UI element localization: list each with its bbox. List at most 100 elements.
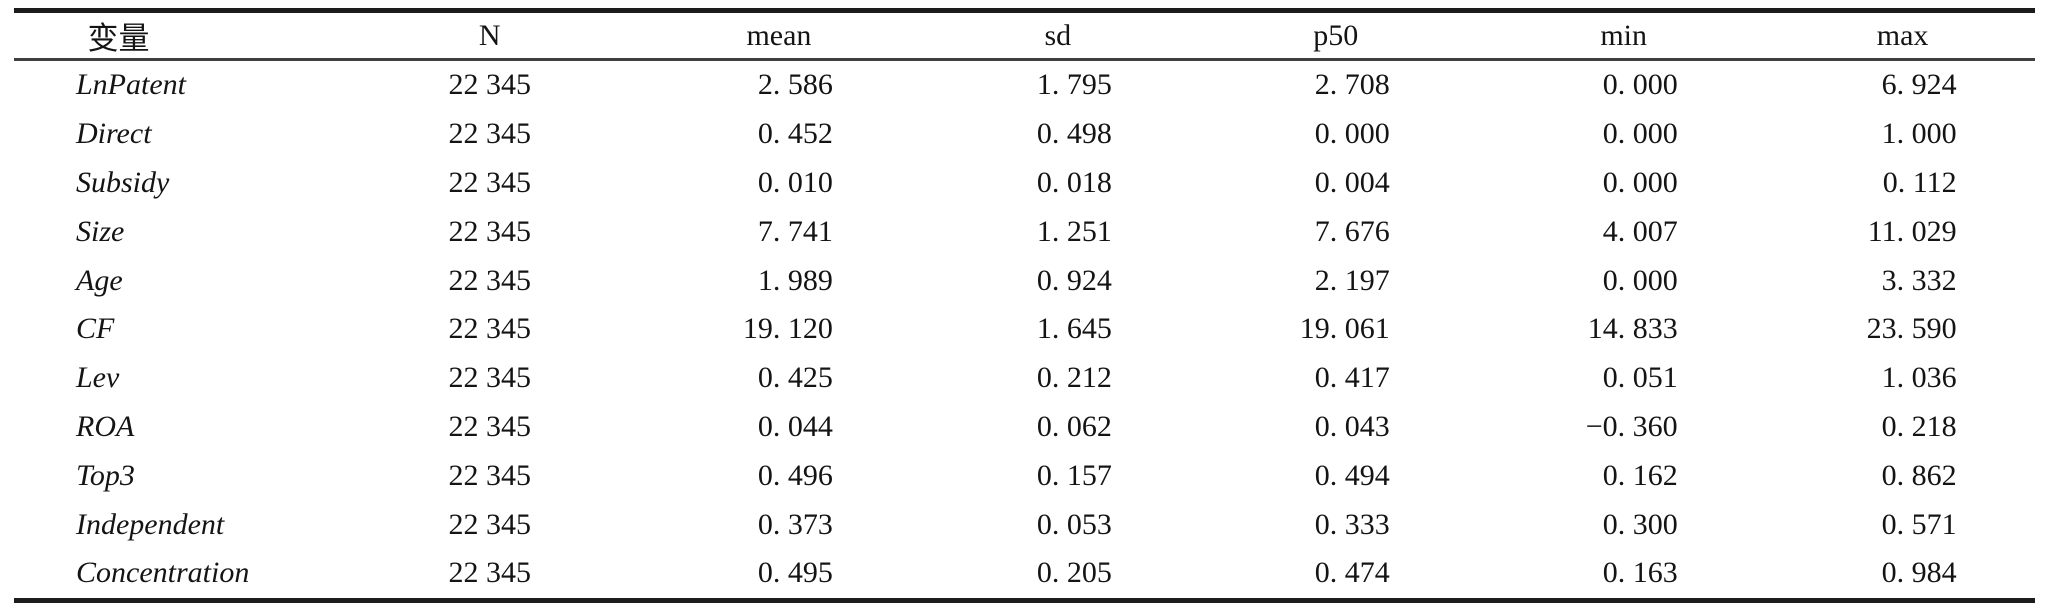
cell-p50: 0. 417: [1194, 354, 1477, 403]
cell-max: 0. 984: [1770, 549, 2035, 600]
column-header-p50: p50: [1194, 10, 1478, 61]
cell-sd: 0. 053: [921, 500, 1194, 549]
column-header-variable: 变量: [14, 10, 303, 61]
cell-p50: 0. 333: [1194, 500, 1477, 549]
cell-p50: 19. 061: [1194, 305, 1477, 354]
numeric-value: 4. 007: [1602, 214, 1678, 248]
cell-mean: 7. 741: [636, 207, 921, 256]
numeric-value: 0. 495: [757, 556, 833, 590]
column-header-min: min: [1477, 10, 1771, 61]
cell-max: 0. 571: [1770, 500, 2035, 549]
cell-max: 11. 029: [1770, 207, 2035, 256]
cell-n: 22 345: [448, 312, 531, 346]
cell-min: 0. 162: [1477, 451, 1770, 500]
cell-mean: 19. 120: [636, 305, 921, 354]
numeric-value: 7. 741: [757, 214, 833, 248]
cell-p50: 0. 004: [1194, 159, 1477, 208]
variable-name: Lev: [76, 361, 120, 395]
variable-name: Concentration: [76, 556, 250, 590]
cell-n: 22 345: [448, 214, 531, 248]
cell-sd: 0. 205: [921, 549, 1194, 600]
numeric-value: 0. 053: [1036, 507, 1112, 541]
cell-sd: 0. 157: [921, 451, 1194, 500]
table-row: Age 22 345 1. 989 0. 924 2. 197 0. 000 3. 332: [14, 256, 2035, 305]
numeric-value: 0. 494: [1314, 458, 1390, 492]
numeric-value: 0. 862: [1881, 458, 1957, 492]
numeric-value: 0. 004: [1314, 165, 1390, 199]
table-row: Independent 22 345 0. 373 0. 053 0. 333 0. 30…: [14, 500, 2035, 549]
cell-n: 22 345: [448, 458, 531, 492]
table-row: CF 22 345 19. 120 1. 645 19. 061 14. 833 23. 5…: [14, 305, 2035, 354]
cell-max: 1. 000: [1770, 110, 2035, 159]
cell-p50: 7. 676: [1194, 207, 1477, 256]
cell-n: 22 345: [448, 263, 531, 297]
cell-sd: 1. 795: [921, 60, 1194, 110]
numeric-value: 1. 795: [1036, 68, 1112, 102]
cell-mean: 1. 989: [636, 256, 921, 305]
cell-mean: 2. 586: [636, 60, 921, 110]
numeric-value: 0. 205: [1036, 556, 1112, 590]
numeric-value: −0. 360: [1585, 409, 1678, 443]
summary-statistics-table: 变量 N mean sd p50 min max LnPatent 22 345 2…: [14, 8, 2035, 603]
table-row: Concentration 22 345 0. 495 0. 205 0. 474 0. …: [14, 549, 2035, 600]
cell-p50: 0. 494: [1194, 451, 1477, 500]
numeric-value: 0. 498: [1036, 117, 1112, 151]
numeric-value: 1. 989: [757, 263, 833, 297]
numeric-value: 23. 590: [1866, 312, 1957, 346]
cell-p50: 0. 474: [1194, 549, 1477, 600]
numeric-value: 0. 218: [1881, 409, 1957, 443]
cell-mean: 0. 452: [636, 110, 921, 159]
cell-sd: 0. 924: [921, 256, 1194, 305]
numeric-value: 0. 333: [1314, 507, 1390, 541]
numeric-value: 6. 924: [1881, 68, 1957, 102]
variable-name: Subsidy: [76, 165, 170, 199]
column-header-sd: sd: [921, 10, 1195, 61]
cell-n: 22 345: [448, 361, 531, 395]
numeric-value: 19. 120: [742, 312, 833, 346]
variable-name: Top3: [76, 458, 135, 492]
numeric-value: 0. 051: [1602, 361, 1678, 395]
numeric-value: 0. 474: [1314, 556, 1390, 590]
table-row: Lev 22 345 0. 425 0. 212 0. 417 0. 051 1. 036: [14, 354, 2035, 403]
cell-min: 0. 000: [1477, 159, 1770, 208]
table-row: Subsidy 22 345 0. 010 0. 018 0. 004 0. 000 0. …: [14, 159, 2035, 208]
cell-mean: 0. 373: [636, 500, 921, 549]
variable-name: LnPatent: [76, 68, 186, 102]
cell-min: 4. 007: [1477, 207, 1770, 256]
cell-n: 22 345: [448, 165, 531, 199]
numeric-value: 0. 000: [1602, 117, 1678, 151]
cell-max: 0. 862: [1770, 451, 2035, 500]
numeric-value: 0. 496: [757, 458, 833, 492]
numeric-value: 0. 300: [1602, 507, 1678, 541]
cell-mean: 0. 010: [636, 159, 921, 208]
cell-max: 1. 036: [1770, 354, 2035, 403]
numeric-value: 1. 645: [1036, 312, 1112, 346]
numeric-value: 0. 571: [1881, 507, 1957, 541]
cell-n: 22 345: [448, 507, 531, 541]
numeric-value: 1. 036: [1881, 361, 1957, 395]
numeric-value: 0. 062: [1036, 409, 1112, 443]
numeric-value: 2. 708: [1314, 68, 1390, 102]
variable-name: ROA: [76, 409, 135, 443]
numeric-value: 0. 452: [757, 117, 833, 151]
cell-p50: 2. 197: [1194, 256, 1477, 305]
numeric-value: 0. 000: [1602, 68, 1678, 102]
table-row: LnPatent 22 345 2. 586 1. 795 2. 708 0. 000 6.…: [14, 60, 2035, 110]
cell-sd: 1. 251: [921, 207, 1194, 256]
numeric-value: 0. 984: [1881, 556, 1957, 590]
cell-max: 6. 924: [1770, 60, 2035, 110]
cell-p50: 0. 043: [1194, 403, 1477, 452]
header-row: 变量 N mean sd p50 min max: [14, 10, 2035, 61]
table-row: ROA 22 345 0. 044 0. 062 0. 043 −0. 360 0. 218: [14, 403, 2035, 452]
cell-min: 0. 051: [1477, 354, 1770, 403]
numeric-value: 14. 833: [1587, 312, 1678, 346]
cell-min: 0. 000: [1477, 110, 1770, 159]
cell-n: 22 345: [448, 68, 531, 102]
numeric-value: 0. 043: [1314, 409, 1390, 443]
cell-p50: 0. 000: [1194, 110, 1477, 159]
cell-min: 14. 833: [1477, 305, 1770, 354]
numeric-value: 0. 212: [1036, 361, 1112, 395]
cell-max: 0. 112: [1770, 159, 2035, 208]
numeric-value: 0. 373: [757, 507, 833, 541]
